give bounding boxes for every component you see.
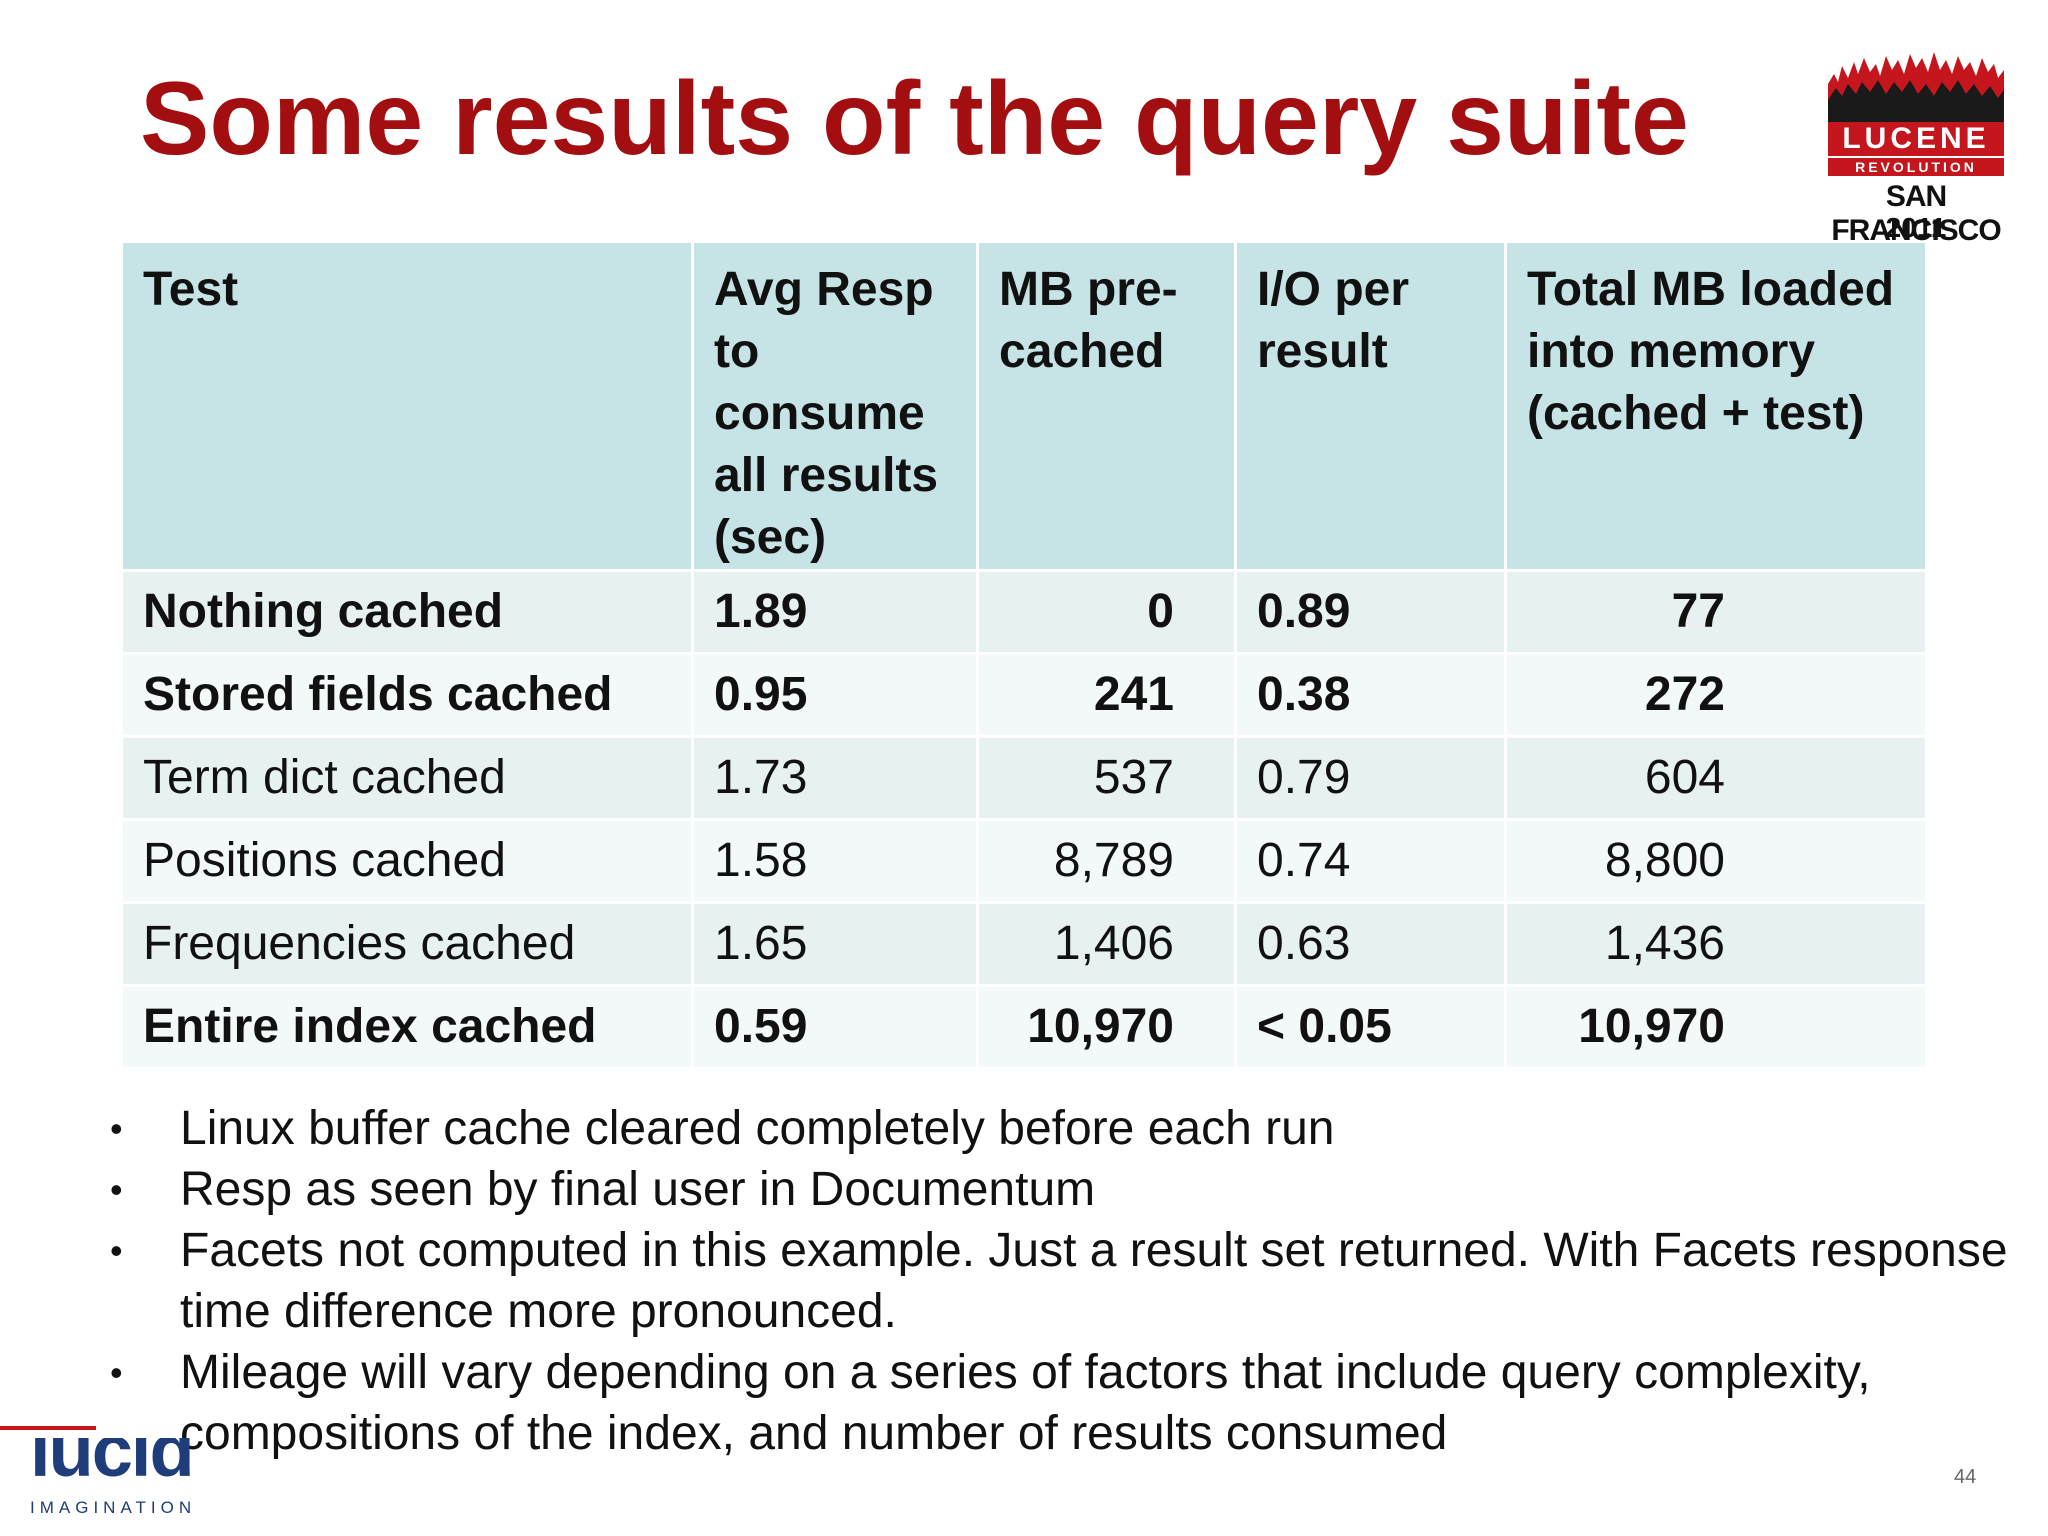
lucene-revolution-logo: LUCENE REVOLUTION SAN FRANCISCO 2011 [1822,40,2010,247]
cell-total-mb: 10,970 [1507,987,1925,1067]
cell-test: Frequencies cached [123,904,691,984]
cell-mb-precached: 8,789 [979,821,1234,901]
table-row: Stored fields cached 0.95 241 0.38 272 [123,655,1925,735]
note-item: • Facets not computed in this example. Ju… [110,1220,2010,1342]
note-text: Facets not computed in this example. Jus… [180,1224,2008,1338]
table-row: Entire index cached 0.59 10,970 < 0.05 1… [123,987,1925,1067]
table-row: Nothing cached 1.89 0 0.89 77 [123,572,1925,652]
footer-rule [0,1426,96,1430]
table-row: Positions cached 1.58 8,789 0.74 8,800 [123,821,1925,901]
crowd-silhouette-icon [1828,44,2004,122]
table-row: Term dict cached 1.73 537 0.79 604 [123,738,1925,818]
footer-brand: lucid [30,1438,190,1492]
slide-number: 44 [1954,1466,1977,1488]
bullet-icon: • [110,1108,123,1149]
cell-io-per-result: 0.38 [1237,655,1504,735]
cell-total-mb: 8,800 [1507,821,1925,901]
note-text: Linux buffer cache cleared completely be… [180,1102,1335,1155]
lucid-imagination-logo: lucid IMAGINATION [30,1438,190,1522]
cell-mb-precached: 1,406 [979,904,1234,984]
cell-test: Entire index cached [123,987,691,1067]
cell-io-per-result: < 0.05 [1237,987,1504,1067]
cell-mb-precached: 0 [979,572,1234,652]
cell-total-mb: 272 [1507,655,1925,735]
cell-avg-resp: 1.58 [694,821,976,901]
cell-avg-resp: 1.89 [694,572,976,652]
header-avg-resp: Avg Resp to consume all results (sec) [694,243,976,569]
cell-avg-resp: 1.65 [694,904,976,984]
cell-mb-precached: 10,970 [979,987,1234,1067]
cell-avg-resp: 1.73 [694,738,976,818]
bullet-icon: • [110,1230,123,1271]
results-table: Test Avg Resp to consume all results (se… [120,240,1928,1070]
cell-io-per-result: 0.89 [1237,572,1504,652]
header-test: Test [123,243,691,569]
cell-io-per-result: 0.79 [1237,738,1504,818]
bullet-icon: • [110,1352,123,1393]
logo-subtitle: REVOLUTION [1828,158,2004,176]
slide-title: Some results of the query suite [140,61,1689,177]
cell-avg-resp: 0.95 [694,655,976,735]
cell-total-mb: 1,436 [1507,904,1925,984]
cell-total-mb: 77 [1507,572,1925,652]
table-row: Frequencies cached 1.65 1,406 0.63 1,436 [123,904,1925,984]
table-header-row: Test Avg Resp to consume all results (se… [123,243,1925,569]
note-item: • Resp as seen by final user in Documentu… [110,1159,2010,1220]
logo-year: 2011 [1885,212,1947,243]
cell-mb-precached: 537 [979,738,1234,818]
note-item: • Linux buffer cache cleared completely b… [110,1098,2010,1159]
cell-io-per-result: 0.74 [1237,821,1504,901]
note-text: Resp as seen by final user in Documentum [180,1163,1096,1216]
cell-total-mb: 604 [1507,738,1925,818]
note-text: Mileage will vary depending on a series … [180,1346,1871,1460]
cell-io-per-result: 0.63 [1237,904,1504,984]
logo-name: LUCENE [1828,122,2004,156]
cell-avg-resp: 0.59 [694,987,976,1067]
bullet-icon: • [110,1169,123,1210]
header-total-mb: Total MB loaded into memory (cached + te… [1507,243,1925,569]
cell-test: Nothing cached [123,572,691,652]
logo-city: SAN FRANCISCO [1831,180,2001,247]
cell-test: Positions cached [123,821,691,901]
footer-tagline: IMAGINATION [30,1498,190,1517]
cell-test: Stored fields cached [123,655,691,735]
cell-test: Term dict cached [123,738,691,818]
cell-mb-precached: 241 [979,655,1234,735]
notes-list: • Linux buffer cache cleared completely b… [110,1098,2010,1464]
header-io-per-result: I/O per result [1237,243,1504,569]
header-mb-precached: MB pre-cached [979,243,1234,569]
note-item: • Mileage will vary depending on a series… [110,1342,2010,1464]
